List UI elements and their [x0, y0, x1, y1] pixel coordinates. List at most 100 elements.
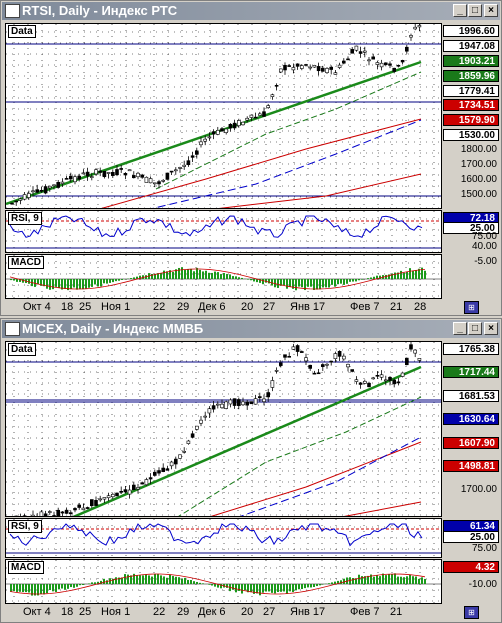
date-label: 18	[61, 606, 74, 618]
window-titlebar[interactable]: MICEX, Daily - Индекс ММВБ	[2, 320, 500, 338]
macd-histogram-bar	[325, 279, 327, 288]
macd-histogram-bar	[274, 584, 276, 594]
macd-histogram-bar	[202, 583, 204, 584]
macd-histogram-bar	[232, 276, 234, 279]
candle-body	[47, 511, 52, 513]
macd-histogram-bar	[55, 279, 57, 287]
moving-average-line	[178, 396, 422, 516]
price-axis: 1996.60 1947.08 1903.21 1859.96 1779.41 1734.…	[443, 23, 499, 209]
rsi-panel[interactable]: RSI, 9	[5, 518, 442, 558]
chart-app-icon	[5, 4, 20, 18]
macd-histogram-bar	[253, 584, 255, 594]
date-label: 22	[153, 606, 166, 618]
axis-tick-label: -10.00	[468, 579, 497, 590]
price-tag: 1996.60	[443, 25, 499, 37]
candle-body	[195, 425, 199, 430]
macd-histogram-bar	[145, 574, 147, 584]
macd-histogram-bar	[163, 270, 165, 279]
macd-histogram-bar	[28, 279, 30, 284]
candle-body	[346, 363, 350, 368]
candle-body	[417, 358, 422, 361]
macd-histogram-bar	[247, 279, 249, 280]
date-label: 21	[390, 301, 403, 313]
macd-histogram-bar	[130, 575, 132, 584]
candle-body	[68, 175, 73, 180]
window-titlebar[interactable]: RTSI, Daily - Индекс РТС	[2, 2, 500, 20]
macd-histogram-bar	[127, 574, 129, 584]
macd-histogram-bar	[79, 279, 81, 290]
macd-histogram-bar	[208, 272, 210, 279]
macd-histogram-bar	[52, 584, 54, 592]
rsi-panel[interactable]: RSI, 9	[5, 210, 442, 253]
macd-histogram-bar	[274, 279, 276, 288]
candle-body	[350, 369, 355, 372]
macd-panel[interactable]: MACD	[5, 254, 442, 299]
macd-histogram-bar	[58, 279, 60, 288]
price-panel[interactable]: Data	[5, 341, 442, 517]
macd-histogram-bar	[409, 268, 411, 279]
macd-histogram-bar	[349, 279, 351, 282]
candle-body	[274, 84, 279, 87]
minimize-button[interactable]: _	[453, 322, 467, 335]
macd-histogram-bar	[85, 279, 87, 289]
macd-panel[interactable]: MACD	[5, 559, 442, 604]
maximize-button[interactable]: □	[468, 322, 482, 335]
price-tag: 1859.96	[443, 70, 499, 82]
macd-histogram-bar	[406, 271, 408, 279]
candle-body	[199, 419, 203, 424]
maximize-button[interactable]: □	[468, 4, 482, 17]
candle-body	[102, 170, 107, 178]
candle-body	[186, 440, 191, 444]
macd-histogram-bar	[361, 576, 363, 584]
macd-histogram-bar	[271, 279, 273, 286]
macd-histogram-bar	[163, 576, 165, 584]
candle-body	[413, 349, 418, 354]
minimize-button[interactable]: _	[453, 4, 467, 17]
macd-histogram-bar	[97, 581, 99, 584]
macd-histogram-bar	[160, 272, 162, 279]
candle-body	[211, 131, 216, 135]
macd-histogram-bar	[253, 279, 255, 282]
candle-body	[94, 500, 98, 506]
candle-body	[325, 68, 329, 74]
macd-histogram-bar	[406, 576, 408, 584]
macd-histogram-bar	[166, 577, 168, 584]
macd-histogram-bar	[88, 279, 90, 288]
candle-body	[56, 182, 61, 188]
candle-body	[278, 362, 283, 366]
candle-body	[329, 360, 334, 363]
macd-histogram-bar	[37, 584, 39, 596]
macd-histogram-bar	[262, 584, 264, 593]
chart-options-icon[interactable]: ⊞	[464, 301, 479, 314]
candle-body	[241, 401, 245, 406]
macd-histogram-bar	[139, 575, 141, 584]
price-tag: 1779.41	[443, 85, 499, 97]
candle-body	[270, 380, 275, 388]
candle-body	[354, 45, 359, 51]
candle-body	[409, 344, 413, 350]
macd-histogram-bar	[352, 578, 354, 584]
candle-body	[249, 114, 254, 118]
close-button[interactable]: ×	[484, 322, 498, 335]
candle-body	[308, 66, 313, 69]
candle-body	[383, 62, 388, 65]
macd-histogram-bar	[13, 584, 15, 592]
price-panel[interactable]: Data	[5, 23, 442, 209]
macd-histogram-bar	[19, 584, 21, 592]
candle-body	[14, 200, 18, 203]
candle-body	[157, 470, 161, 474]
macd-histogram-bar	[355, 578, 357, 584]
candle-body	[388, 376, 392, 381]
macd-histogram-bar	[67, 584, 69, 589]
close-button[interactable]: ×	[484, 4, 498, 17]
macd-histogram-bar	[193, 271, 195, 279]
macd-histogram-bar	[82, 279, 84, 290]
candle-body	[153, 471, 157, 476]
macd-histogram-bar	[412, 576, 414, 584]
candle-body	[295, 63, 300, 67]
candle-body	[153, 182, 157, 185]
candle-body	[102, 497, 107, 500]
chart-options-icon[interactable]: ⊞	[464, 606, 479, 619]
macd-histogram-bar	[367, 575, 369, 584]
macd-histogram-bar	[391, 574, 393, 584]
